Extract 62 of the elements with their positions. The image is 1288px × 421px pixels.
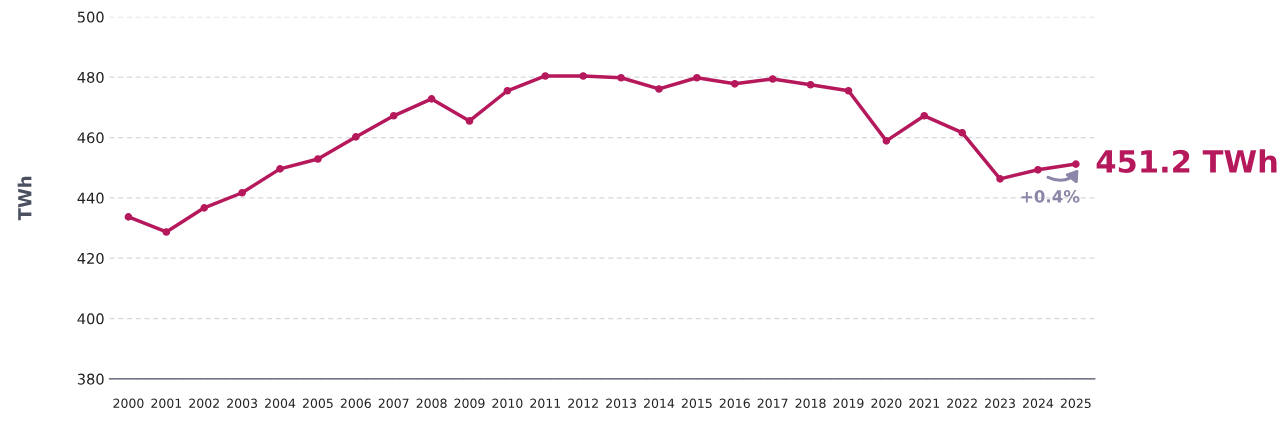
x-tick-label: 2010 (492, 398, 523, 409)
x-tick-label: 2011 (530, 398, 561, 409)
x-tick-label: 2021 (909, 398, 940, 409)
point (389, 111, 398, 120)
x-tick-label: 2019 (833, 398, 864, 409)
x-tick-label: 2001 (151, 398, 182, 409)
point (655, 85, 663, 93)
y-tick-label: 400 (77, 313, 104, 325)
point (465, 117, 474, 125)
point (806, 80, 815, 89)
x-tick-label: 2017 (757, 398, 788, 409)
x-tick-label: 2025 (1060, 398, 1091, 409)
y-tick-label: 460 (77, 132, 104, 144)
point (768, 75, 777, 83)
point (882, 137, 891, 145)
x-tick-label: 2022 (947, 398, 977, 409)
x-tick-label: 2003 (227, 398, 258, 409)
point (693, 73, 701, 82)
x-tick-label: 2009 (454, 398, 485, 409)
y-tick-label: 420 (77, 252, 104, 264)
point (124, 213, 133, 221)
point (1072, 160, 1080, 168)
y-axis-title: TWh (17, 176, 32, 221)
point (844, 86, 853, 95)
point (238, 188, 246, 197)
y-tick-label: 500 (77, 11, 104, 23)
x-tick-label: 2000 (113, 398, 144, 409)
x-tick-label: 2014 (644, 398, 675, 409)
point (541, 72, 550, 80)
x-tick-label: 2007 (378, 398, 409, 409)
point (503, 86, 512, 95)
x-tick-label: 2004 (265, 398, 296, 409)
x-tick-label: 2012 (568, 398, 598, 409)
annotation: +0.4% (1021, 190, 1080, 203)
point (958, 128, 966, 137)
x-tick-label: 2015 (681, 398, 712, 409)
point (162, 228, 171, 236)
x-tick-label: 2018 (795, 398, 826, 409)
annotation: 451.2 TWh (1096, 149, 1277, 173)
point (200, 204, 209, 212)
x-tick-label: 2002 (189, 398, 219, 409)
x-tick-label: 2020 (871, 398, 902, 409)
point (276, 165, 284, 173)
y-tick-label: 440 (77, 192, 104, 204)
x-tick-label: 2013 (606, 398, 636, 409)
point (730, 80, 739, 88)
point (579, 72, 588, 80)
point (920, 111, 929, 120)
y-tick-label: 380 (77, 373, 104, 385)
x-tick-label: 2008 (416, 398, 447, 409)
y-tick-label: 480 (77, 71, 104, 83)
point (996, 175, 1004, 183)
point (314, 155, 322, 163)
x-tick-label: 2005 (302, 398, 333, 409)
point (617, 73, 625, 82)
x-tick-label: 2023 (985, 398, 1015, 409)
point (1034, 165, 1042, 174)
x-tick-label: 2024 (1022, 398, 1054, 409)
x-tick-label: 2006 (340, 398, 371, 409)
x-tick-label: 2016 (719, 398, 750, 409)
point (427, 95, 436, 103)
point (351, 133, 360, 141)
